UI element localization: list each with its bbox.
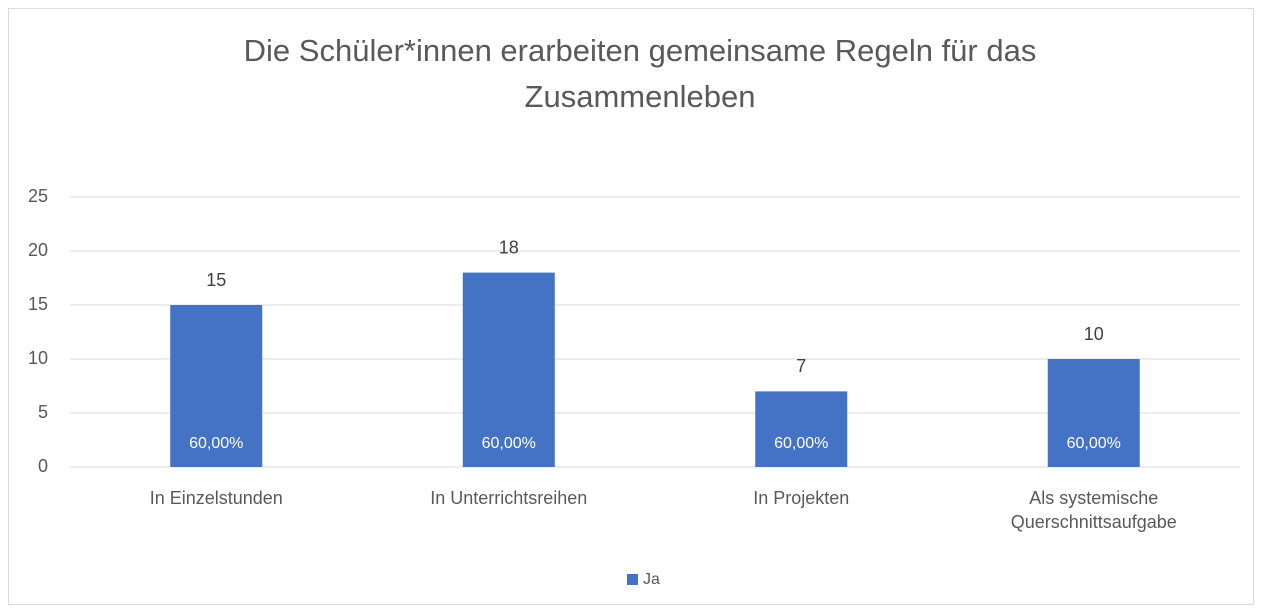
data-label: 15 xyxy=(206,270,226,290)
y-tick-label: 5 xyxy=(38,402,48,422)
x-tick-label: In Unterrichtsreihen xyxy=(430,488,588,508)
y-tick-label: 10 xyxy=(28,348,48,368)
y-tick-label: 20 xyxy=(28,240,48,260)
chart-title: Die Schüler*innen erarbeiten gemeinsame … xyxy=(243,33,1037,114)
bar xyxy=(755,391,848,467)
data-label: 18 xyxy=(499,237,519,257)
data-label: 10 xyxy=(1084,324,1104,344)
percentage-label: 60,00% xyxy=(1067,435,1121,452)
bar xyxy=(1047,359,1140,467)
bar xyxy=(170,305,263,467)
x-tick-label: In Projekten xyxy=(753,488,850,508)
percentage-label: 60,00% xyxy=(774,435,828,452)
bar xyxy=(462,272,555,467)
chart-frame xyxy=(8,8,1254,605)
x-tick-label: Als systemische Querschnittsaufgabe xyxy=(1010,488,1177,532)
y-tick-label: 15 xyxy=(28,294,48,314)
y-tick-label: 0 xyxy=(38,456,48,476)
x-tick-label: In Einzelstunden xyxy=(149,488,283,508)
percentage-label: 60,00% xyxy=(189,435,243,452)
percentage-label: 60,00% xyxy=(482,435,536,452)
y-tick-label: 25 xyxy=(28,186,48,206)
legend-swatch xyxy=(627,574,638,585)
legend-label: Ja xyxy=(643,571,660,588)
data-label: 7 xyxy=(796,356,806,376)
